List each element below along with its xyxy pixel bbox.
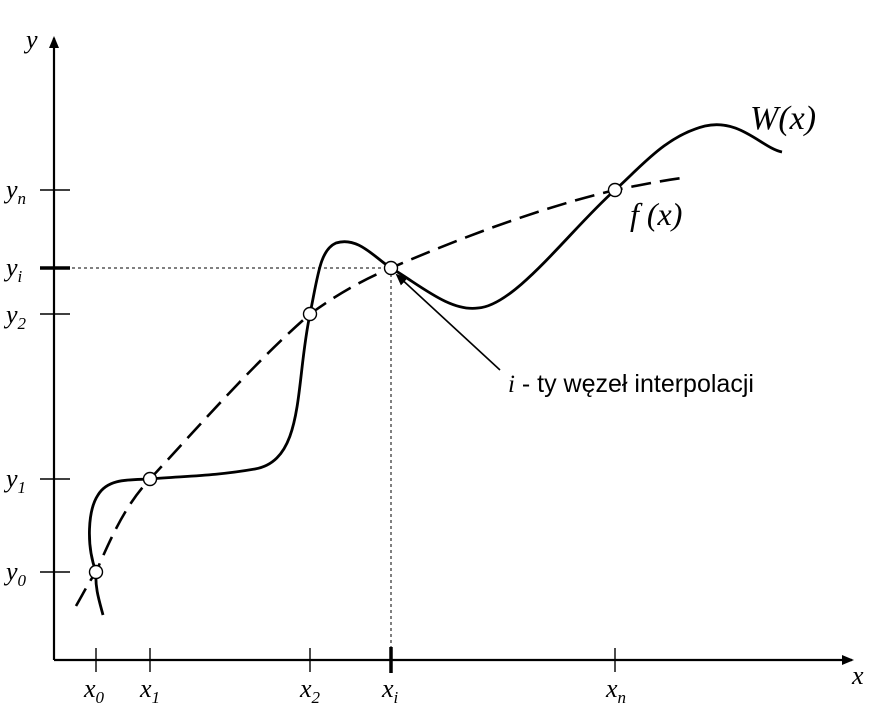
y-tick-label-n: yn bbox=[3, 175, 26, 208]
function-label: f (x) bbox=[630, 196, 682, 232]
node-0 bbox=[88, 564, 104, 580]
y-tick-label-0: y0 bbox=[3, 557, 27, 590]
annotation-arrow bbox=[395, 273, 501, 371]
interpolant-curve-w bbox=[88, 123, 783, 616]
x-tick-label-2: x2 bbox=[299, 674, 321, 707]
interpolant-label: W(x) bbox=[750, 100, 816, 137]
annotation-text: i - ty węzeł interpolacji bbox=[508, 370, 754, 398]
y-tick-label-2: y2 bbox=[3, 300, 27, 333]
node-2 bbox=[302, 306, 318, 322]
node-1 bbox=[142, 471, 158, 487]
annotation-caption: - ty węzeł interpolacji bbox=[515, 370, 754, 398]
x-tick-label-n: xn bbox=[605, 674, 626, 707]
node-n bbox=[607, 182, 623, 198]
x-tick-label-0: x0 bbox=[83, 674, 105, 707]
x-tick-label-1: x1 bbox=[139, 674, 160, 707]
y-tick-label-i: yi bbox=[3, 253, 23, 286]
y-tick-label-1: y1 bbox=[3, 464, 26, 497]
annotation-index: i bbox=[508, 371, 515, 398]
node-i bbox=[383, 260, 399, 276]
y-axis-label: y bbox=[23, 25, 38, 54]
x-tick-label-i: xi bbox=[381, 674, 399, 707]
x-axis-label: x bbox=[851, 661, 864, 690]
